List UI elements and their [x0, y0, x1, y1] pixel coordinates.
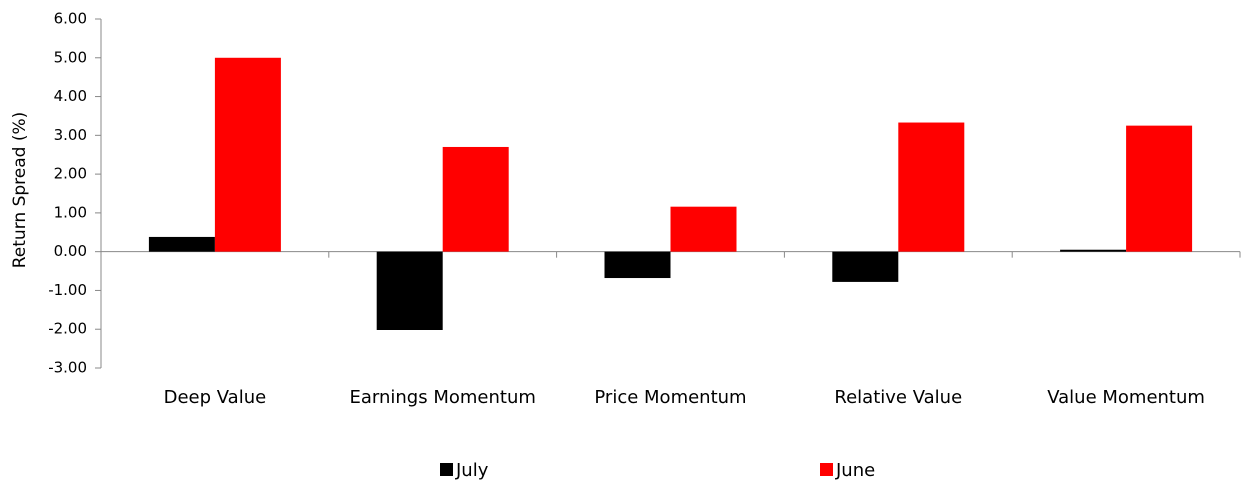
- y-tick-label: -3.00: [48, 359, 87, 377]
- bar: [148, 236, 215, 252]
- legend-swatch: [820, 463, 833, 476]
- y-tick-label: 3.00: [54, 126, 87, 144]
- legend-label: July: [455, 460, 489, 481]
- bar: [832, 251, 899, 282]
- bar: [442, 146, 509, 252]
- y-axis-title: Return Spread (%): [10, 112, 30, 269]
- y-tick-label: 5.00: [54, 48, 87, 66]
- y-tick-label: 4.00: [54, 87, 87, 105]
- legend-swatch: [440, 463, 453, 476]
- bar: [214, 57, 281, 252]
- bar: [1126, 125, 1193, 252]
- x-tick-label: Relative Value: [834, 387, 963, 408]
- bar: [376, 251, 443, 330]
- bar: [670, 206, 737, 252]
- y-tick-label: 2.00: [54, 165, 87, 183]
- legend-label: June: [835, 460, 875, 481]
- bar: [604, 251, 671, 279]
- x-tick-label: Price Momentum: [594, 387, 747, 408]
- bar: [898, 122, 965, 252]
- y-tick-label: 6.00: [54, 10, 87, 28]
- y-tick-label: -2.00: [48, 320, 87, 338]
- bar: [1060, 249, 1127, 252]
- y-tick-label: 0.00: [54, 242, 87, 260]
- x-tick-label: Value Momentum: [1047, 387, 1205, 408]
- y-tick-label: 1.00: [54, 203, 87, 221]
- x-tick-label: Deep Value: [163, 387, 267, 408]
- x-tick-label: Earnings Momentum: [349, 387, 536, 408]
- y-tick-label: -1.00: [48, 281, 87, 299]
